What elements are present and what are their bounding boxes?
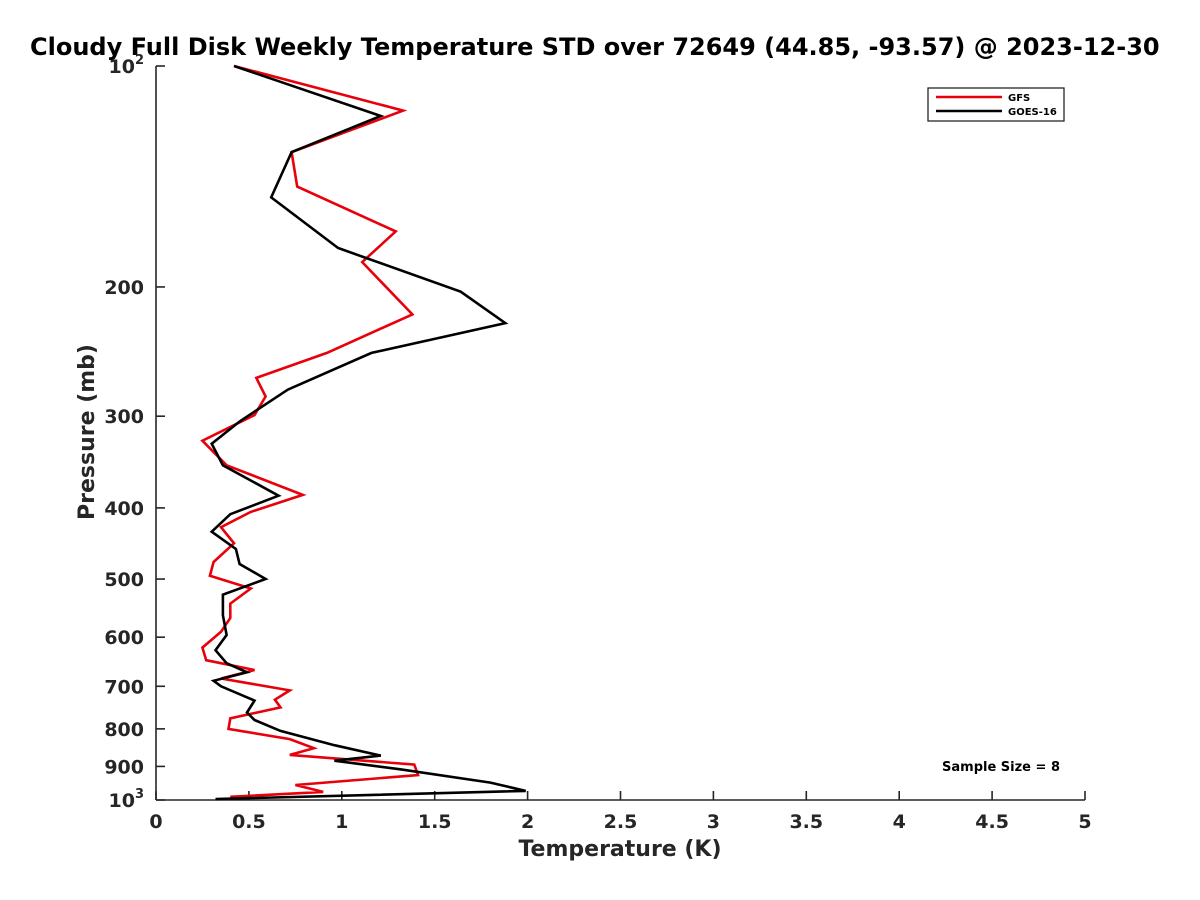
y-tick-label: 500	[104, 569, 144, 591]
axes: 0 0.5 1 1.5 2 2.5 3 3.5 4 4.5 51022003004005006007…	[104, 53, 1091, 833]
legend: GFS GOES-16	[927, 87, 1065, 122]
y-tick-label: 102	[109, 53, 145, 78]
x-tick-label: 2	[521, 811, 534, 833]
x-tick-label: 1.5	[418, 811, 452, 833]
x-tick-label: 3.5	[789, 811, 823, 833]
y-tick-label: 300	[104, 406, 144, 428]
y-tick-label: 800	[104, 719, 144, 741]
y-tick-label: 103	[109, 787, 145, 812]
y-tick-label: 700	[104, 676, 144, 698]
y-axis-label: Pressure (mb)	[75, 344, 100, 520]
y-tick-label: 200	[104, 277, 144, 299]
legend-label: GFS	[1008, 93, 1030, 104]
y-tick-label: 900	[104, 756, 144, 778]
legend-label: GOES-16	[1008, 107, 1057, 118]
x-tick-label: 1	[335, 811, 348, 833]
x-tick-label: 3	[707, 811, 720, 833]
y-tick-exponent: 2	[135, 53, 144, 68]
y-tick-base: 10	[109, 790, 135, 812]
x-tick-label: 2.5	[604, 811, 638, 833]
y-tick-exponent: 3	[135, 787, 144, 802]
chart-title: Cloudy Full Disk Weekly Temperature STD …	[30, 33, 1160, 61]
y-tick-label: 400	[104, 498, 144, 520]
series-line-gfs	[200, 64, 420, 799]
series-layer	[200, 64, 526, 801]
x-tick-label: 4.5	[975, 811, 1009, 833]
y-tick-label: 600	[104, 627, 144, 649]
y-tick-base: 10	[109, 56, 135, 78]
x-tick-label: 0	[149, 811, 162, 833]
series-line-goes-16	[209, 64, 526, 801]
sample-size-annotation: Sample Size = 8	[942, 760, 1060, 775]
x-axis-label: Temperature (K)	[518, 837, 721, 862]
x-tick-label: 5	[1078, 811, 1091, 833]
x-tick-label: 4	[893, 811, 906, 833]
x-tick-label: 0.5	[232, 811, 266, 833]
legend-box	[927, 87, 1065, 122]
